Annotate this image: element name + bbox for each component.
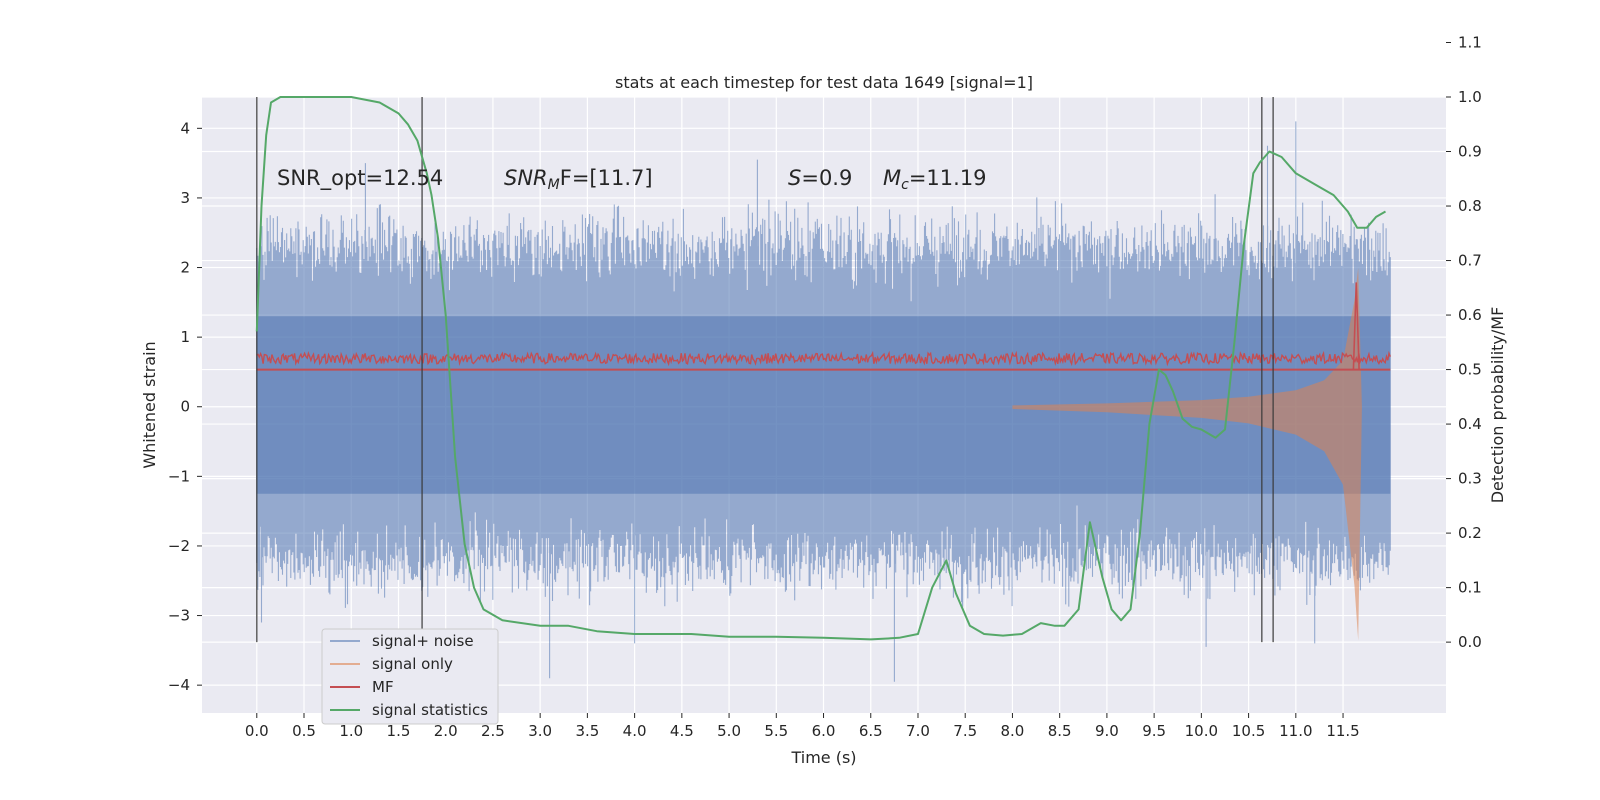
legend: signal+ noise signal only MF signal stat… (321, 628, 499, 725)
x-tick-label-17: 8.5 (1048, 722, 1072, 740)
y-right-tick-label-5: 0.5 (1458, 361, 1482, 379)
x-tick-label-2: 1.0 (339, 722, 363, 740)
x-tick-label-0: 0.0 (245, 722, 269, 740)
mf-spike (1352, 282, 1360, 370)
y-right-tick-label-11: 1.1 (1458, 33, 1482, 51)
x-tick-label-12: 6.0 (812, 722, 836, 740)
y-right-tick-label-1: 0.1 (1458, 579, 1482, 597)
x-tick-label-14: 7.0 (906, 722, 930, 740)
mf-trace (256, 350, 1391, 367)
x-tick-label-10: 5.0 (717, 722, 741, 740)
x-tick-label-22: 11.0 (1279, 722, 1312, 740)
x-tick-label-13: 6.5 (859, 722, 883, 740)
legend-label-signal-only: signal only (372, 655, 453, 673)
x-tick-label-5: 2.5 (481, 722, 505, 740)
y-left-tick-label-1: −3 (168, 607, 190, 625)
x-tick-label-8: 4.0 (623, 722, 647, 740)
legend-label-signal-statistics: signal statistics (372, 701, 488, 719)
x-tick-label-23: 11.5 (1326, 722, 1359, 740)
x-tick-label-15: 7.5 (953, 722, 977, 740)
signal-statistics-line (255, 96, 1386, 641)
y-left-tick-label-8: 4 (180, 119, 190, 137)
x-tick-label-18: 9.0 (1095, 722, 1119, 740)
annotation-snr-mf: SNRMF=[11.7] (504, 166, 653, 193)
y-left-tick-label-7: 3 (180, 189, 190, 207)
y-right-tick-label-9: 0.9 (1458, 143, 1482, 161)
x-tick-label-16: 8.0 (1001, 722, 1025, 740)
x-tick-label-19: 9.5 (1142, 722, 1166, 740)
y-right-tick-label-6: 0.6 (1458, 306, 1482, 324)
annotation-snr-opt: SNR_opt=12.54 (277, 166, 443, 191)
mf-series (256, 282, 1391, 371)
y-right-tick-label-8: 0.8 (1458, 197, 1482, 215)
y-axis-left-label: Whitened strain (140, 341, 159, 468)
y-right-tick-label-0: 0.0 (1458, 633, 1482, 651)
y-right-tick-label-2: 0.2 (1458, 524, 1482, 542)
y-right-tick-label-10: 1.0 (1458, 88, 1482, 106)
x-tick-label-7: 3.5 (575, 722, 599, 740)
y-left-tick-label-0: −4 (168, 676, 190, 694)
x-tick-label-4: 2.0 (434, 722, 458, 740)
legend-label-signal-noise: signal+ noise (372, 632, 474, 650)
legend-box (321, 628, 499, 725)
y-axis-right-label: Detection probability/MF (1488, 307, 1507, 504)
y-left-tick-label-2: −2 (168, 537, 190, 555)
x-tick-label-9: 4.5 (670, 722, 694, 740)
x-tick-label-3: 1.5 (387, 722, 411, 740)
y-right-tick-label-7: 0.7 (1458, 252, 1482, 270)
x-tick-label-1: 0.5 (292, 722, 316, 740)
x-tick-label-11: 5.5 (764, 722, 788, 740)
y-left-tick-label-5: 1 (180, 328, 190, 346)
vertical-markers (256, 97, 1274, 643)
y-right-tick-label-4: 0.4 (1458, 415, 1482, 433)
legend-label-mf: MF (372, 678, 394, 696)
annotation-mc: Mc=11.19 (883, 166, 987, 193)
x-tick-label-6: 3.0 (528, 722, 552, 740)
signal-statistics-series (255, 96, 1386, 641)
chart-title: stats at each timestep for test data 164… (615, 73, 1033, 92)
y-left-tick-label-6: 2 (180, 259, 190, 277)
y-left-tick-label-3: −1 (168, 467, 190, 485)
x-tick-label-20: 10.0 (1185, 722, 1218, 740)
annotation-s: S=0.9 (788, 166, 852, 190)
y-left-tick-label-4: 0 (180, 398, 190, 416)
x-axis-label: Time (s) (790, 748, 856, 767)
y-right-tick-label-3: 0.3 (1458, 470, 1482, 488)
x-tick-label-21: 10.5 (1232, 722, 1265, 740)
axis-ticks: 0.0 0.5 1.0 1.5 2.0 2.5 3.0 3.5 4.0 4.5 5.0 5.5 6.0 6… (168, 33, 1482, 740)
